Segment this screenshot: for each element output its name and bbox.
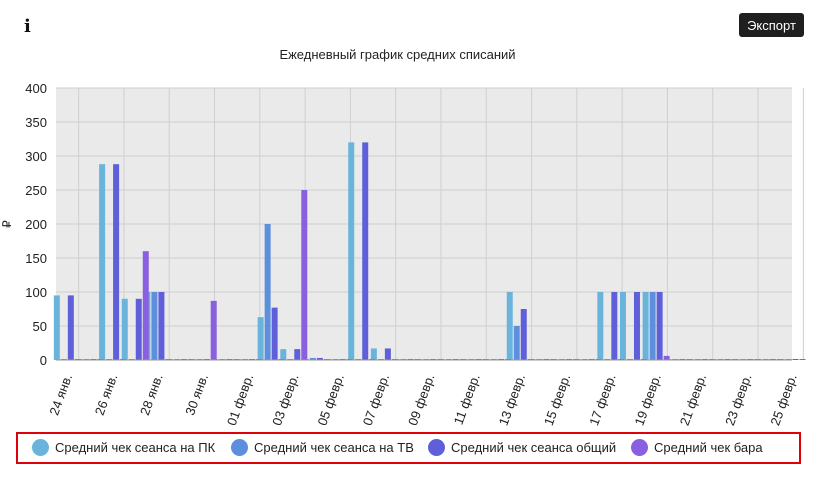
export-button[interactable]: Экспорт: [739, 13, 804, 37]
y-tick-label: 400: [25, 81, 47, 96]
bar: [67, 295, 74, 360]
bar: [348, 142, 355, 360]
bar: [520, 309, 527, 360]
y-tick-label: 50: [33, 319, 47, 334]
x-tick-label: 07 февр.: [360, 372, 392, 428]
legend-label-total: Средний чек сеанса общий: [451, 440, 617, 455]
bar: [663, 355, 670, 360]
bar: [99, 164, 106, 360]
x-tick-label: 13 февр.: [496, 372, 528, 428]
x-tick-label: 24 янв.: [46, 372, 75, 417]
bar: [257, 317, 264, 360]
bar: [370, 348, 377, 360]
legend-item-tv[interactable]: Средний чек сеанса на ТВ: [231, 439, 414, 456]
legend-label-pc: Средний чек сеанса на ПК: [55, 440, 216, 455]
bar: [506, 292, 513, 360]
x-tick-label: 30 янв.: [182, 372, 211, 417]
bar: [121, 298, 128, 360]
bar: [53, 295, 60, 360]
y-tick-label: 0: [40, 353, 47, 368]
x-tick-label: 26 янв.: [92, 372, 121, 417]
x-tick-label: 25 февр.: [767, 372, 799, 428]
legend-label-tv: Средний чек сеанса на ТВ: [254, 440, 414, 455]
x-tick-label: 21 февр.: [677, 372, 709, 428]
x-tick-label: 17 февр.: [586, 372, 618, 428]
x-tick-label: 11 февр.: [451, 372, 483, 427]
bar: [316, 357, 323, 360]
bar: [113, 164, 120, 360]
bar: [619, 292, 626, 360]
bar: [799, 359, 806, 360]
y-tick-label: 250: [25, 183, 47, 198]
bar: [210, 300, 217, 360]
bar: [362, 142, 369, 360]
bar: [135, 298, 142, 360]
y-tick-label: 100: [25, 285, 47, 300]
y-tick-label: 300: [25, 149, 47, 164]
x-tick-label: 09 февр.: [405, 372, 437, 428]
x-tick-label: 05 февр.: [314, 372, 346, 428]
legend-marker-tv: [231, 439, 248, 456]
bar: [649, 292, 656, 360]
bar: [611, 292, 618, 360]
bar: [142, 251, 149, 360]
bar: [642, 292, 649, 360]
x-tick-label: 03 февр.: [269, 372, 301, 428]
legend-marker-total: [428, 439, 445, 456]
x-tick-label: 28 янв.: [137, 372, 166, 417]
x-tick-label: 01 февр.: [224, 372, 256, 428]
legend: Средний чек сеанса на ПК Средний чек сеа…: [16, 432, 801, 464]
x-tick-label: 19 февр.: [631, 372, 663, 428]
y-tick-label: 350: [25, 115, 47, 130]
bar: [151, 292, 158, 360]
y-axis-label: ₽: [0, 220, 14, 228]
bar: [264, 224, 271, 360]
legend-label-bar: Средний чек бара: [654, 440, 763, 455]
y-tick-label: 150: [25, 251, 47, 266]
bar: [513, 326, 520, 360]
bar: [158, 292, 165, 360]
bar: [301, 190, 308, 360]
chart-title: Ежедневный график средних списаний: [279, 47, 516, 62]
bar: [597, 292, 604, 360]
chart-canvas: 0 50 100 150 200 250 300 350 400 ₽24 янв. 26 янв. 2…: [0, 81, 806, 428]
x-tick-label: 15 февр.: [541, 372, 573, 428]
bar: [294, 349, 301, 360]
bar: [656, 292, 663, 360]
legend-item-bar[interactable]: Средний чек бара: [631, 439, 763, 456]
info-icon[interactable]: i: [24, 16, 31, 37]
bar: [384, 348, 391, 360]
legend-item-pc[interactable]: Средний чек сеанса на ПК: [32, 439, 215, 456]
bar: [792, 359, 799, 360]
legend-item-total[interactable]: Средний чек сеанса общий: [428, 439, 616, 456]
bar: [633, 292, 640, 360]
x-tick-label: 23 февр.: [722, 372, 754, 428]
bar: [309, 357, 316, 360]
bar: [271, 307, 278, 360]
legend-marker-pc: [32, 439, 49, 456]
legend-marker-bar: [631, 439, 648, 456]
bar: [280, 349, 287, 360]
y-tick-label: 200: [25, 217, 47, 232]
